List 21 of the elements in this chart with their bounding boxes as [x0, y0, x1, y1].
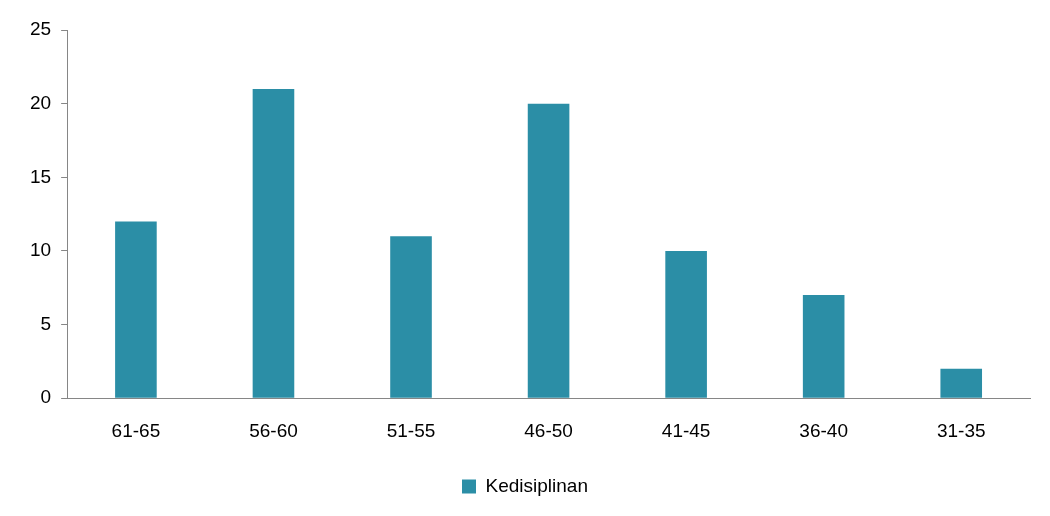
legend-label: Kedisiplinan [485, 474, 588, 496]
y-tick-label: 10 [29, 239, 52, 261]
x-tick-label: 41-45 [661, 419, 711, 441]
x-tick-label: 36-40 [799, 419, 848, 441]
x-tick-label: 51-55 [386, 419, 436, 441]
x-tick-label: 31-35 [936, 419, 986, 441]
y-tick-label: 15 [29, 165, 52, 187]
bar [940, 368, 983, 398]
y-tick-label: 25 [29, 18, 52, 40]
bar [527, 103, 570, 398]
y-tick-label: 20 [29, 91, 52, 113]
bar [115, 221, 157, 398]
bar [802, 295, 845, 398]
y-tick-label: 5 [40, 312, 52, 334]
y-tick-label: 0 [40, 386, 52, 408]
bar [252, 88, 295, 398]
bar [390, 236, 432, 398]
x-tick-label: 61-65 [111, 419, 161, 441]
x-tick-label: 46-50 [524, 419, 573, 441]
bar [665, 250, 707, 398]
x-tick-label: 56-60 [249, 419, 298, 441]
